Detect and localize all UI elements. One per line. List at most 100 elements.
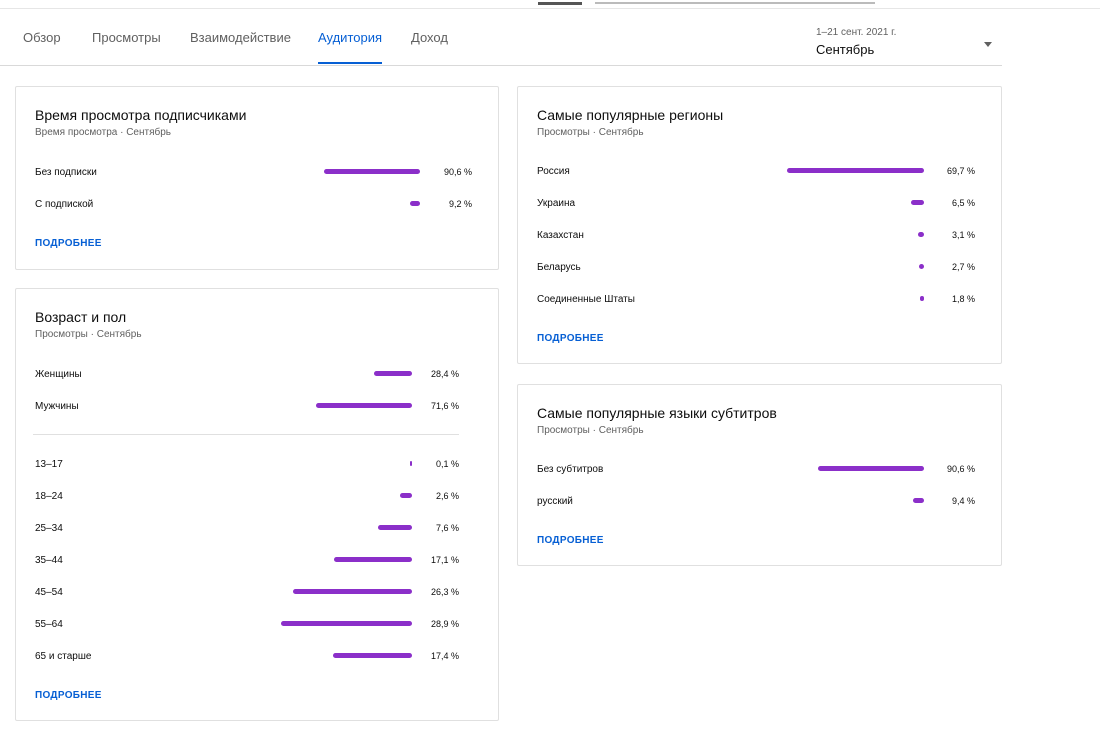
bar-row: Казахстан 3,1 %	[518, 226, 1001, 246]
row-label: Украина	[537, 198, 576, 209]
tab-engagement[interactable]: Взаимодействие	[190, 30, 291, 45]
row-value: 1,8 %	[951, 294, 975, 304]
row-value: 9,2 %	[448, 199, 472, 209]
row-value: 17,1 %	[430, 555, 459, 565]
date-range: 1–21 сент. 2021 г.	[816, 27, 897, 38]
row-value: 2,7 %	[951, 262, 975, 272]
row-label: Без субтитров	[537, 464, 604, 475]
bar-row: 13–17 0,1 %	[16, 455, 498, 475]
bar-row: 18–24 2,6 %	[16, 487, 498, 507]
row-label: Беларусь	[537, 262, 581, 273]
row-value: 28,9 %	[430, 619, 459, 629]
top-edge	[0, 0, 1100, 9]
more-link[interactable]: ПОДРОБНЕЕ	[35, 690, 102, 701]
more-link[interactable]: ПОДРОБНЕЕ	[537, 535, 604, 546]
bar-row: 55–64 28,9 %	[16, 615, 498, 635]
regions-card: Самые популярные регионы Просмотры · Сен…	[517, 86, 1002, 364]
row-label: 35–44	[35, 555, 63, 566]
bar-row: Мужчины 71,6 %	[16, 397, 498, 417]
bar-row: Россия 69,7 %	[518, 162, 1001, 182]
tab-audience[interactable]: Аудитория	[318, 30, 383, 64]
date-picker[interactable]: 1–21 сент. 2021 г. Сентябрь	[816, 20, 1002, 60]
row-label: русский	[537, 496, 573, 507]
bar-row: Без субтитров 90,6 %	[518, 460, 1001, 480]
percentage-bar	[911, 200, 924, 205]
percentage-bar	[410, 201, 420, 206]
row-label: Казахстан	[537, 230, 584, 241]
row-label: Женщины	[35, 369, 82, 380]
percentage-bar	[918, 264, 924, 269]
row-label: 13–17	[35, 459, 63, 470]
card-subtitle: Просмотры · Сентябрь	[537, 127, 644, 138]
percentage-bar	[818, 466, 924, 471]
row-value: 17,4 %	[430, 651, 459, 661]
subtitles-languages-card: Самые популярные языки субтитров Просмот…	[517, 384, 1002, 566]
row-value: 90,6 %	[443, 167, 472, 177]
row-label: С подпиской	[35, 199, 94, 210]
percentage-bar	[333, 653, 412, 658]
chevron-down-icon	[984, 42, 992, 47]
tab-overview[interactable]: Обзор	[23, 30, 61, 45]
row-value: 69,7 %	[946, 166, 975, 176]
clipped-content-line	[595, 2, 875, 4]
bar-row: Без подписки 90,6 %	[16, 163, 498, 183]
bar-row: Соединенные Штаты 1,8 %	[518, 290, 1001, 310]
card-subtitle: Время просмотра · Сентябрь	[35, 127, 172, 138]
row-label: 55–64	[35, 619, 63, 630]
percentage-bar	[400, 493, 412, 498]
card-title: Время просмотра подписчиками	[35, 107, 247, 123]
bar-row: русский 9,4 %	[518, 492, 1001, 512]
card-title: Самые популярные языки субтитров	[537, 405, 777, 421]
bar-row: 35–44 17,1 %	[16, 551, 498, 571]
card-subtitle: Просмотры · Сентябрь	[35, 329, 142, 340]
divider	[33, 434, 459, 435]
row-value: 90,6 %	[946, 464, 975, 474]
bar-row: 65 и старше 17,4 %	[16, 647, 498, 667]
bar-row: 45–54 26,3 %	[16, 583, 498, 603]
row-value: 6,5 %	[951, 198, 975, 208]
row-value: 2,6 %	[435, 491, 459, 501]
percentage-bar	[377, 525, 412, 530]
row-value: 3,1 %	[951, 230, 975, 240]
row-value: 26,3 %	[430, 587, 459, 597]
row-label: Мужчины	[35, 401, 79, 412]
percentage-bar	[292, 589, 412, 594]
percentage-bar	[324, 169, 420, 174]
percentage-bar	[913, 498, 924, 503]
age-gender-card: Возраст и пол Просмотры · Сентябрь Женщи…	[15, 288, 499, 721]
tab-revenue[interactable]: Доход	[411, 30, 448, 45]
percentage-bar	[920, 296, 924, 301]
date-label: Сентябрь	[816, 42, 875, 57]
percentage-bar	[334, 557, 412, 562]
percentage-bar	[787, 168, 924, 173]
tab-views[interactable]: Просмотры	[92, 30, 161, 45]
percentage-bar	[373, 371, 412, 376]
percentage-bar	[410, 461, 412, 466]
subscribers-card: Время просмотра подписчиками Время просм…	[15, 86, 499, 270]
card-title: Возраст и пол	[35, 309, 127, 325]
row-value: 9,4 %	[951, 496, 975, 506]
percentage-bar	[917, 232, 924, 237]
row-label: 45–54	[35, 587, 63, 598]
row-value: 71,6 %	[430, 401, 459, 411]
row-label: 18–24	[35, 491, 63, 502]
bar-row: Женщины 28,4 %	[16, 365, 498, 385]
card-title: Самые популярные регионы	[537, 107, 724, 123]
clipped-content	[538, 2, 582, 5]
card-subtitle: Просмотры · Сентябрь	[537, 425, 644, 436]
row-label: Россия	[537, 166, 570, 177]
bar-row: 25–34 7,6 %	[16, 519, 498, 539]
row-label: Без подписки	[35, 167, 97, 178]
bar-row: С подпиской 9,2 %	[16, 195, 498, 215]
row-label: 25–34	[35, 523, 63, 534]
tab-bar: Обзор Просмотры Взаимодействие Аудитория…	[0, 8, 1002, 66]
row-value: 28,4 %	[430, 369, 459, 379]
percentage-bar	[316, 403, 412, 408]
more-link[interactable]: ПОДРОБНЕЕ	[35, 238, 102, 249]
bar-row: Украина 6,5 %	[518, 194, 1001, 214]
row-value: 0,1 %	[435, 459, 459, 469]
row-value: 7,6 %	[435, 523, 459, 533]
more-link[interactable]: ПОДРОБНЕЕ	[537, 333, 604, 344]
row-label: Соединенные Штаты	[537, 294, 635, 305]
bar-row: Беларусь 2,7 %	[518, 258, 1001, 278]
